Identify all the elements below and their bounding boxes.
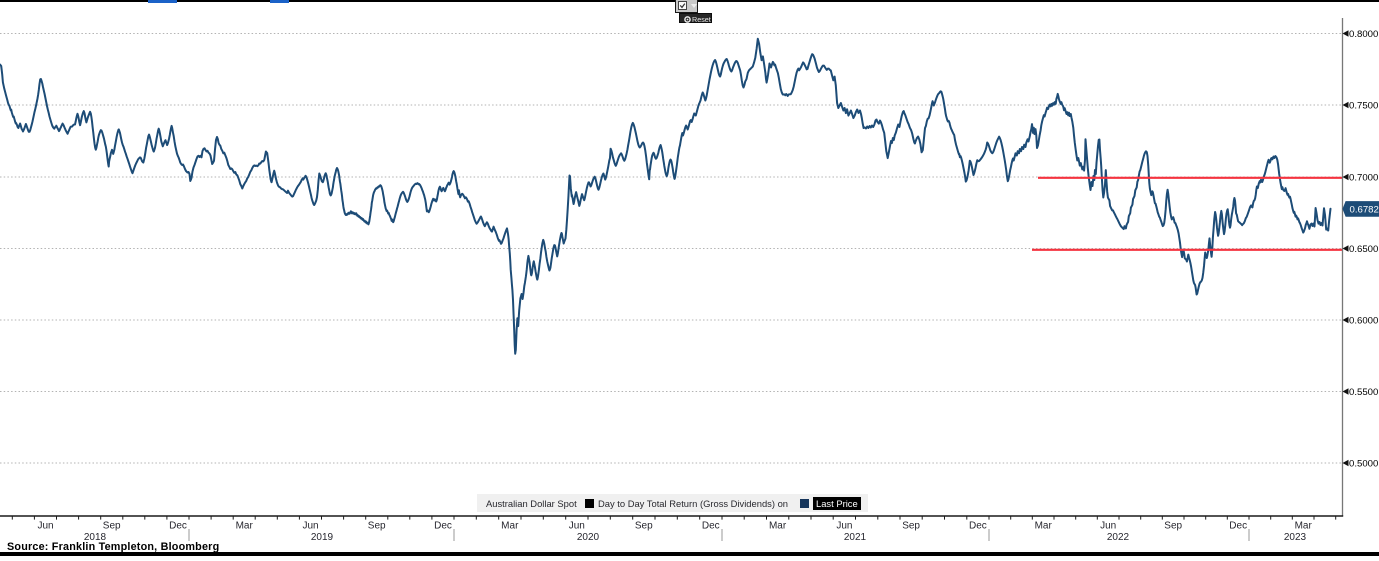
svg-text:Mar: Mar	[769, 521, 787, 532]
svg-text:Mar: Mar	[501, 521, 519, 532]
svg-text:2018: 2018	[84, 532, 107, 543]
svg-text:Jun: Jun	[1100, 521, 1116, 532]
svg-text:0.7000: 0.7000	[1349, 173, 1378, 184]
svg-text:Mar: Mar	[236, 521, 254, 532]
svg-text:Dec: Dec	[969, 521, 987, 532]
svg-text:2019: 2019	[311, 532, 334, 543]
svg-text:0.7500: 0.7500	[1349, 101, 1378, 112]
svg-text:Mar: Mar	[1035, 521, 1053, 532]
svg-text:Dec: Dec	[1229, 521, 1247, 532]
svg-text:Sep: Sep	[368, 521, 386, 532]
svg-text:0.6000: 0.6000	[1349, 316, 1378, 327]
svg-text:0.5000: 0.5000	[1349, 459, 1378, 470]
svg-text:Dec: Dec	[702, 521, 720, 532]
svg-text:Jun: Jun	[836, 521, 852, 532]
svg-text:2022: 2022	[1107, 532, 1130, 543]
svg-text:Sep: Sep	[902, 521, 920, 532]
svg-text:2023: 2023	[1284, 532, 1307, 543]
svg-text:Dec: Dec	[169, 521, 187, 532]
svg-text:Jun: Jun	[569, 521, 585, 532]
svg-text:0.8000: 0.8000	[1349, 29, 1378, 40]
svg-text:Mar: Mar	[1295, 521, 1313, 532]
svg-text:Sep: Sep	[635, 521, 653, 532]
svg-text:Sep: Sep	[1164, 521, 1182, 532]
svg-text:0.6782: 0.6782	[1350, 204, 1379, 215]
svg-text:Jun: Jun	[37, 521, 53, 532]
svg-text:2021: 2021	[844, 532, 867, 543]
svg-text:Jun: Jun	[302, 521, 318, 532]
svg-text:Sep: Sep	[103, 521, 121, 532]
svg-text:2020: 2020	[577, 532, 600, 543]
svg-text:Dec: Dec	[434, 521, 452, 532]
svg-text:0.6500: 0.6500	[1349, 244, 1378, 255]
svg-text:0.5500: 0.5500	[1349, 387, 1378, 398]
